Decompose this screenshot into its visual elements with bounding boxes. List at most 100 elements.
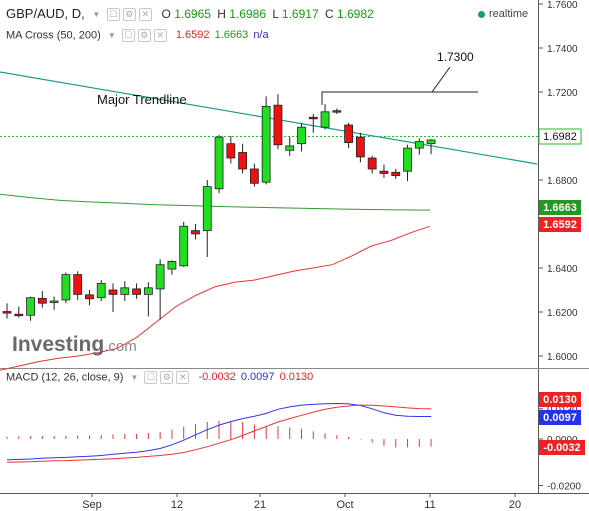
candle-body[interactable] [261,105,271,183]
high-value: 1.6986 [229,7,266,21]
candle-body[interactable] [85,294,94,300]
candle-body[interactable] [202,186,212,232]
candles[interactable] [2,94,436,321]
candle-body[interactable] [379,170,389,174]
macd-label: 0.0097 [539,410,581,425]
price-tick-label: 1.7400 [547,44,578,55]
price-tick-label: 1.6000 [547,352,578,363]
candle-body[interactable] [132,288,141,295]
x-tick-label: Oct [336,499,353,511]
trendline-annotation: Major Trendline [97,92,187,107]
ma-cross-label: MA Cross (50, 200) [6,29,101,42]
candle-body[interactable] [120,287,130,295]
histogram-label: -0.0032 [539,440,585,455]
price-label: 1.6982 [538,128,582,145]
macd-histogram [6,420,432,448]
ma-fast-value: 1.6592 [175,29,210,42]
close-label: C [324,7,334,21]
svg-text:1.6982: 1.6982 [543,131,577,143]
candle-body[interactable] [226,143,236,159]
close-icon[interactable]: ✕ [176,371,190,384]
level-annotation-line [321,91,478,105]
candle-body[interactable] [426,139,436,145]
candle-body[interactable] [273,104,283,146]
signal-label: 0.0130 [539,392,581,407]
visibility-icon[interactable]: ☐ [144,371,158,384]
candle-body[interactable] [344,124,354,144]
macd-legend: MACD (12, 26, close, 9) ▼ ☐ ⚙ ✕ -0.0032 0.… [6,371,313,384]
low-label: L [272,7,279,21]
price-y-ticks: 1.6000 1.6200 1.6400 1.6800 1.7200 1.7400 1.76… [538,0,578,363]
low-value: 1.6917 [281,7,319,21]
chevron-down-icon[interactable]: ▼ [107,31,116,40]
ma-slow-value: 1.6663 [214,29,249,42]
candle-body[interactable] [297,126,306,145]
gear-icon[interactable]: ⚙ [160,371,174,384]
level-annotation-pointer [431,66,451,93]
candle-body[interactable] [49,300,59,303]
candle-body[interactable] [355,136,365,158]
candle-body[interactable] [214,136,224,190]
realtime-indicator: realtime [478,8,528,20]
gear-icon[interactable]: ⚙ [122,8,136,22]
svg-text:-0.0032: -0.0032 [543,442,580,454]
svg-text:1.6663: 1.6663 [543,202,577,214]
candle-body[interactable] [179,225,189,267]
candle-body[interactable] [191,230,200,235]
candle-body[interactable] [285,145,295,151]
chevron-down-icon[interactable]: ▼ [130,373,139,382]
ma-fast-label: 1.6592 [539,217,581,232]
candle-body[interactable] [249,168,259,184]
macd-value: 0.0097 [240,371,275,384]
ma-cross-legend: MA Cross (50, 200) ▼ ☐ ⚙ ✕ 1.6592 1.6663 n… [6,29,269,42]
candle-body[interactable] [14,313,24,317]
x-tick-label: 11 [424,499,435,511]
price-tick-label: 1.7600 [547,0,578,11]
candle-body[interactable] [73,274,83,295]
macd-indicator-label: MACD (12, 26, close, 9) [6,371,124,384]
candle-body[interactable] [143,287,153,295]
price-tick-label: 1.6400 [547,264,578,275]
candle-body[interactable] [167,260,177,270]
close-icon[interactable]: ✕ [138,8,152,22]
close-icon[interactable]: ✕ [153,29,167,42]
realtime-dot-icon [478,10,485,18]
symbol-label: GBP/AUD, D, [6,6,85,21]
candle-body[interactable] [26,297,35,316]
signal-value: 0.0130 [279,371,314,384]
candle-body[interactable] [403,147,412,172]
x-tick-label: Sep [82,499,102,511]
svg-text:Investing.com: Investing.com [12,333,137,356]
visibility-icon[interactable]: ☐ [121,29,135,42]
x-tick-label: 21 [254,499,266,511]
candle-body[interactable] [108,289,118,295]
gear-icon[interactable]: ⚙ [137,29,151,42]
candle-body[interactable] [332,110,342,113]
price-tick-label: 1.6200 [547,308,578,319]
chevron-down-icon[interactable]: ▼ [92,10,101,20]
candle-body[interactable] [96,282,106,299]
candle-body[interactable] [367,157,377,170]
x-tick-label: 12 [171,499,183,511]
open-label: O [161,7,171,21]
candle-body[interactable] [37,297,47,304]
candle-body[interactable] [414,141,424,149]
candle-body[interactable] [308,116,318,120]
candle-body[interactable] [61,274,71,301]
signal-line [6,404,432,463]
ma-extra-value: n/a [253,29,269,42]
candle-body[interactable] [238,152,248,170]
candle-body[interactable] [391,171,401,177]
ma-slow-line [0,193,431,211]
level-annotation-label: 1.7300 [437,50,474,64]
ma-fast-line [0,225,431,371]
investing-watermark: Investing.com [12,333,137,356]
high-label: H [217,7,226,21]
candle-body[interactable] [2,311,12,314]
candle-body[interactable] [155,264,165,290]
x-axis-ticks: Sep 12 21 Oct 11 20 [82,493,521,511]
x-tick-label: 20 [509,499,521,511]
visibility-icon[interactable]: ☐ [106,8,120,22]
candle-body[interactable] [320,111,330,128]
